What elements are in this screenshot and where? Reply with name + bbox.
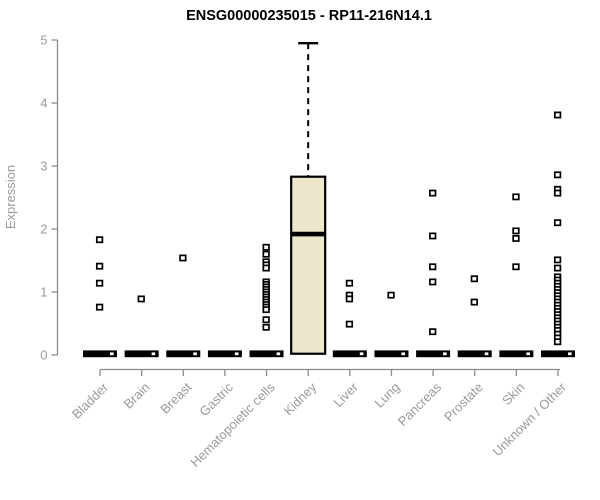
category-group [249, 243, 284, 358]
zero-point-marker [443, 352, 447, 356]
collapsed-box-at-zero [499, 350, 534, 358]
category-group [541, 111, 575, 358]
category-group [499, 193, 534, 358]
data-point [95, 262, 104, 270]
category-group [207, 350, 242, 358]
data-point [512, 263, 520, 271]
data-layer [83, 41, 575, 358]
category-group [416, 189, 451, 358]
x-tick-label: Skin [499, 380, 527, 408]
x-tick-label: Kidney [281, 379, 320, 418]
y-tick-label: 5 [40, 33, 47, 48]
data-point [553, 111, 562, 119]
x-tick-label: Breast [157, 379, 194, 416]
data-point [470, 275, 478, 283]
data-point [262, 264, 270, 272]
y-tick-label: 0 [40, 348, 47, 363]
y-axis-title: Expression [3, 165, 18, 229]
data-point [429, 328, 437, 336]
data-point [512, 193, 520, 201]
collapsed-box-at-zero [207, 350, 242, 358]
collapsed-box-at-zero [83, 350, 117, 358]
data-point [553, 219, 562, 227]
x-tick-label: Prostate [441, 380, 486, 425]
data-point [95, 303, 104, 311]
y-tick-label: 4 [40, 96, 47, 111]
chart-title: ENSG00000235015 - RP11-216N14.1 [186, 8, 432, 24]
category-group [290, 41, 327, 355]
data-point [262, 323, 270, 331]
data-point [429, 189, 437, 197]
zero-point-marker [234, 352, 239, 356]
x-tick-label: Lung [372, 380, 403, 411]
axes-layer: 0 1 2 3 4 5 Expression Bladder Brain Breast Gastri… [3, 33, 570, 470]
collapsed-box-at-zero [332, 350, 367, 358]
data-point [262, 316, 270, 324]
collapsed-box-at-zero [166, 350, 201, 358]
data-point [553, 171, 562, 179]
collapsed-box-at-zero [457, 350, 492, 358]
y-tick-label: 3 [40, 159, 47, 174]
zero-point-marker [401, 352, 406, 356]
category-group [332, 279, 367, 358]
zero-point-marker [110, 352, 114, 356]
x-tick-label: Liver [330, 379, 361, 410]
data-point [553, 264, 562, 272]
data-point [553, 256, 562, 264]
zero-point-marker [276, 352, 281, 356]
data-point [345, 279, 354, 287]
data-point [553, 189, 562, 197]
data-point [345, 320, 354, 328]
data-point [470, 298, 478, 306]
x-tick-label: Pancreas [395, 379, 445, 429]
category-group [166, 254, 201, 358]
data-point [429, 232, 437, 240]
data-point [262, 306, 270, 314]
data-point [429, 263, 437, 271]
data-point [179, 254, 187, 262]
zero-point-marker [526, 352, 530, 356]
x-tick-label: Gastric [196, 379, 236, 419]
data-point [345, 295, 354, 303]
data-point [512, 235, 520, 242]
x-tick-label: Brain [121, 380, 153, 412]
data-point [553, 338, 562, 346]
data-point [387, 291, 395, 299]
category-group [83, 236, 117, 358]
x-tick-label: Unknown / Other [490, 379, 570, 459]
collapsed-box-at-zero [541, 350, 575, 358]
data-point [429, 278, 437, 286]
data-point [512, 227, 520, 235]
collapsed-box-at-zero [374, 350, 409, 358]
data-point [262, 243, 270, 251]
data-point [95, 279, 104, 287]
category-group [374, 291, 409, 358]
category-group [124, 295, 159, 358]
data-point [262, 250, 270, 258]
zero-point-marker [151, 352, 156, 356]
collapsed-box-at-zero [124, 350, 159, 358]
y-tick-label: 2 [40, 222, 47, 237]
x-tick-label: Bladder [69, 379, 112, 422]
zero-point-marker [359, 352, 364, 356]
data-point [95, 236, 104, 244]
data-point [137, 295, 145, 303]
collapsed-box-at-zero [416, 350, 451, 358]
y-tick-label: 1 [40, 285, 47, 300]
zero-point-marker [568, 352, 572, 356]
zero-point-marker [193, 352, 197, 356]
collapsed-box-at-zero [249, 350, 284, 358]
category-group [457, 275, 492, 358]
zero-point-marker [484, 352, 489, 356]
box [290, 175, 327, 355]
